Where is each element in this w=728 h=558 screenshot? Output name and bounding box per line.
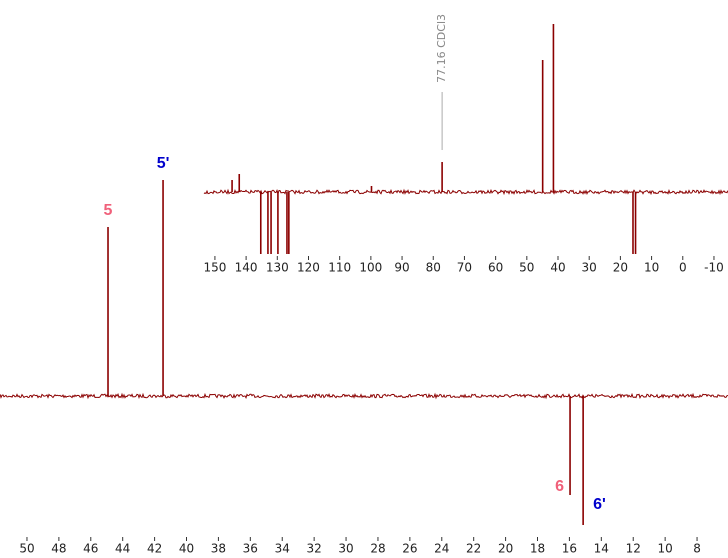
- x-tick-label: 24: [434, 542, 449, 556]
- x-tick-label: 42: [147, 542, 162, 556]
- x-tick-label: 100: [359, 261, 382, 275]
- x-tick-label: -10: [704, 261, 724, 275]
- peak-label: 6: [555, 478, 564, 495]
- x-tick-label: 120: [297, 261, 320, 275]
- x-tick-label: 50: [19, 542, 34, 556]
- x-tick-label: 10: [644, 261, 659, 275]
- x-tick-label: 32: [307, 542, 322, 556]
- x-tick-label: 36: [243, 542, 258, 556]
- peak-label: 5': [157, 155, 170, 172]
- x-tick-label: 26: [402, 542, 417, 556]
- x-tick-label: 10: [657, 542, 672, 556]
- x-tick-label: 130: [266, 261, 289, 275]
- annotation: 77.16 CDCl3: [435, 14, 448, 83]
- x-tick-label: 38: [211, 542, 226, 556]
- x-tick-label: 30: [338, 542, 353, 556]
- x-tick-label: 46: [83, 542, 98, 556]
- x-tick-label: 48: [51, 542, 66, 556]
- x-tick-label: 40: [179, 542, 194, 556]
- x-tick-label: 28: [370, 542, 385, 556]
- x-tick-label: 0: [679, 261, 687, 275]
- x-tick-label: 110: [328, 261, 351, 275]
- x-tick-label: 12: [626, 542, 641, 556]
- x-tick-label: 44: [115, 542, 130, 556]
- x-tick-label: 40: [550, 261, 565, 275]
- peak-label: 6': [593, 496, 606, 513]
- x-tick-label: 20: [613, 261, 628, 275]
- x-tick-label: 8: [693, 542, 701, 556]
- x-tick-label: 80: [426, 261, 441, 275]
- x-tick-label: 16: [562, 542, 577, 556]
- x-tick-label: 30: [582, 261, 597, 275]
- x-tick-label: 70: [457, 261, 472, 275]
- x-tick-label: 140: [235, 261, 258, 275]
- x-tick-label: 60: [488, 261, 503, 275]
- x-tick-label: 150: [203, 261, 226, 275]
- baseline-noise: [203, 188, 728, 196]
- x-tick-label: 34: [275, 542, 290, 556]
- x-tick-label: 18: [530, 542, 545, 556]
- x-tick-label: 22: [466, 542, 481, 556]
- peak-label: 5: [104, 202, 113, 219]
- x-tick-label: 20: [498, 542, 513, 556]
- baseline-noise: [0, 392, 728, 400]
- x-tick-label: 50: [519, 261, 534, 275]
- x-tick-label: 14: [594, 542, 609, 556]
- x-tick-label: 90: [394, 261, 409, 275]
